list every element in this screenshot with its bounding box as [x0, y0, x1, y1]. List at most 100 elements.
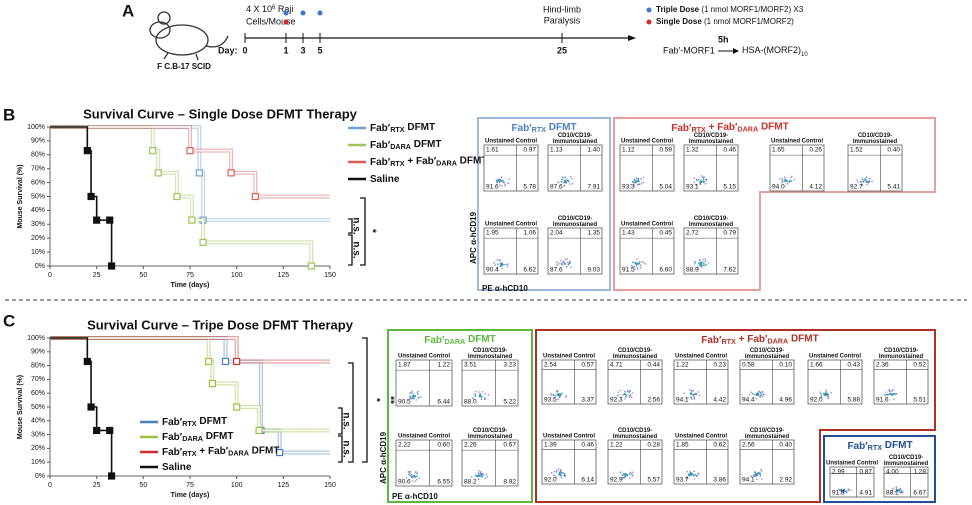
event-dot: [759, 391, 762, 394]
quadrant-value: 87.6: [550, 267, 563, 274]
event-dot: [700, 263, 703, 265]
censor-marker: [208, 379, 216, 388]
flow-plot-title: Unstained Control: [826, 461, 878, 467]
quadrant-value: 0.10: [779, 362, 792, 369]
flow-plot-title: CD10/CD19-Immunostained: [553, 133, 598, 145]
event-dot: [483, 397, 486, 399]
event-dot: [861, 184, 864, 186]
event-dot: [629, 395, 631, 397]
quadrant-value: 88.2: [464, 479, 477, 486]
event-dot: [563, 474, 565, 477]
x-tick-label: 100: [231, 482, 243, 489]
event-dot: [471, 397, 474, 399]
flow-axis-label: PE α-hCD10: [392, 492, 438, 501]
event-dot: [699, 181, 701, 184]
chart-title: Survival Curve – Single Dose DFMT Therap…: [83, 106, 358, 121]
event-dot: [633, 265, 636, 268]
flow-plot-title: CD10/CD19-Immunostained: [613, 428, 658, 440]
event-dot: [700, 180, 702, 182]
event-dot: [629, 471, 632, 474]
quadrant-value: 4.12: [809, 184, 822, 191]
axis: [49, 338, 330, 477]
event-dot: [621, 474, 624, 476]
quadrant-value: 1.35: [587, 230, 600, 237]
event-dot: [561, 471, 563, 474]
event-dot: [480, 471, 482, 473]
event-dot: [624, 390, 626, 393]
event-dot: [630, 396, 633, 399]
event-dot: [697, 266, 699, 268]
event-dot: [557, 390, 559, 392]
event-dot: [697, 473, 700, 476]
censor-marker: [107, 262, 116, 270]
event-dot: [636, 268, 639, 270]
event-dot: [564, 258, 567, 261]
event-dot: [622, 393, 625, 396]
flow-plot-title: Unstained Control: [543, 354, 595, 360]
censor-marker: [106, 426, 114, 435]
quadrant-value: 94.1: [742, 477, 755, 484]
event-dot: [703, 180, 705, 183]
event-dot: [887, 393, 889, 396]
event-dot: [413, 397, 415, 400]
event-dot: [860, 181, 862, 183]
event-dot: [779, 177, 781, 180]
y-tick-label: 70%: [31, 376, 45, 383]
flow-plot-title: CD10/CD19-Immunostained: [745, 428, 790, 440]
event-dot: [819, 391, 822, 394]
event-dot: [499, 178, 501, 181]
event-dot: [629, 394, 632, 396]
event-dot: [564, 263, 567, 265]
significance: n.s.: [340, 412, 351, 429]
day-label: Day:: [218, 45, 238, 55]
y-tick-label: 50%: [31, 193, 45, 200]
censor-marker: [93, 216, 101, 224]
event-dot: [702, 264, 705, 266]
flow-plot-title: Unstained Control: [543, 434, 595, 440]
event-dot: [748, 393, 751, 396]
event-dot: [687, 474, 690, 476]
quadrant-value: 0.58: [742, 362, 755, 369]
event-dot: [500, 263, 503, 265]
x-tick-label: 25: [93, 272, 101, 279]
event-dot: [500, 176, 503, 179]
event-dot: [755, 474, 758, 476]
event-dot: [556, 264, 558, 266]
flow-plot-title: CD10/CD19-Immunostained: [468, 348, 513, 360]
y-tick-label: 0%: [35, 473, 45, 480]
censor-marker: [149, 147, 157, 155]
flow-plot: [461, 359, 519, 407]
quadrant-value: 93.3: [622, 184, 635, 191]
event-dot: [759, 396, 761, 398]
event-dot: [503, 181, 505, 184]
event-dot: [566, 179, 568, 181]
event-dot: [569, 183, 571, 185]
flow-plot-title: CD10/CD19-Immunostained: [745, 348, 790, 360]
event-dot: [697, 391, 700, 393]
event-dot: [409, 397, 412, 400]
flow-box: [823, 435, 936, 503]
event-dot: [698, 394, 701, 397]
flow-box: [535, 329, 936, 503]
event-dot: [507, 182, 510, 185]
event-dot: [409, 396, 412, 399]
quadrant-value: 4.00: [886, 469, 899, 476]
survival-line: [50, 337, 113, 476]
cells-text: 4 X 106 Raji: [246, 4, 293, 14]
event-dot: [484, 398, 486, 401]
quadrant-value: 1.32: [686, 147, 699, 154]
quadrant-value: 1.52: [850, 147, 863, 154]
event-dot: [781, 180, 784, 182]
x-tick-label: 50: [139, 482, 147, 489]
quadrant-value: 0.44: [647, 362, 660, 369]
legend-text: Triple Dose (1 nmol MORF1/MORF2) X3: [656, 5, 804, 14]
event-dot: [629, 389, 631, 392]
pretarget-time: 5h: [718, 34, 729, 44]
bracket: [338, 197, 368, 463]
event-dot: [570, 266, 572, 269]
event-dot: [700, 181, 703, 184]
quadrant-value: 0.40: [779, 442, 792, 449]
event-dot: [837, 488, 840, 491]
flow-box: [477, 117, 611, 291]
event-dot: [692, 389, 695, 392]
